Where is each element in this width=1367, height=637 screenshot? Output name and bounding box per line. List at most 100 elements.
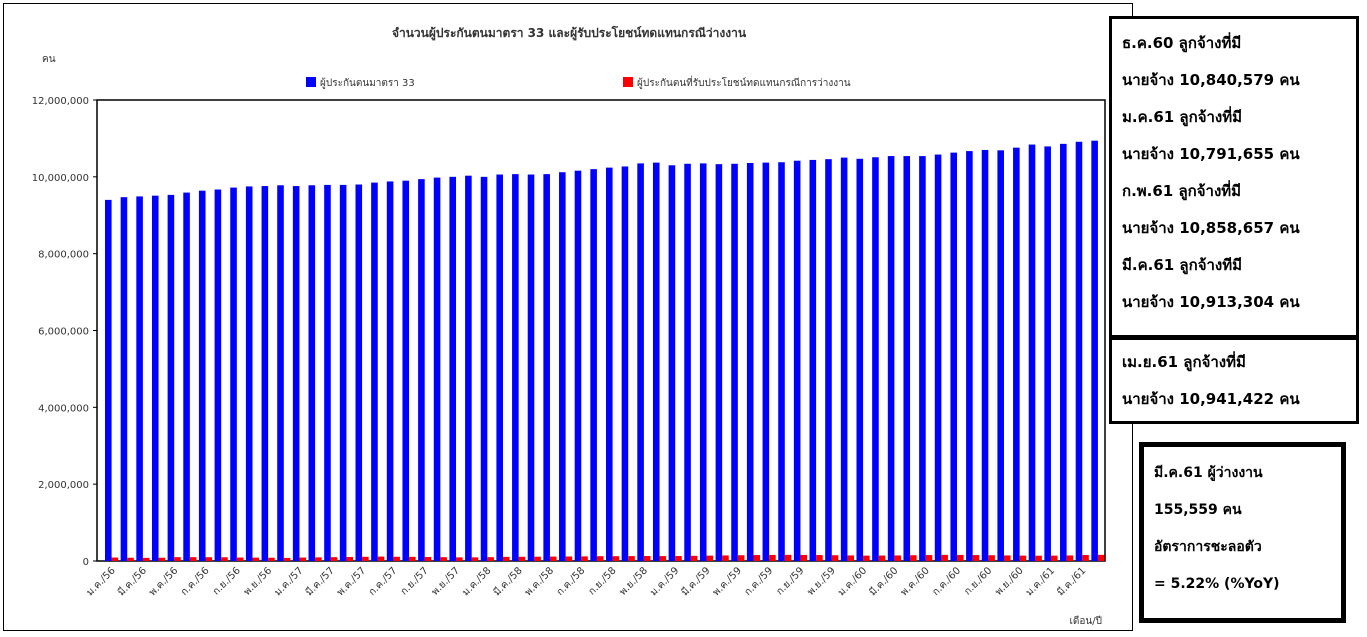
bar-insured (699, 163, 707, 561)
bar-unemployed (1003, 555, 1011, 561)
bar-unemployed (800, 554, 808, 561)
bar-unemployed (643, 556, 651, 561)
bar-unemployed (534, 556, 541, 561)
x-tick-label: มี.ค./60 (867, 565, 901, 599)
x-tick-label: พ.ย./57 (430, 565, 462, 597)
bar-insured (277, 185, 284, 561)
bar-insured (167, 194, 175, 561)
bar-insured (981, 149, 989, 562)
info-line: นายจ้าง 10,840,579 คน (1122, 71, 1300, 89)
bar-insured (825, 159, 832, 561)
bar-unemployed (910, 555, 917, 561)
legend-label-insured: ผู้ประกันตนมาตรา 33 (320, 77, 415, 89)
bar-insured (997, 150, 1004, 561)
bar-insured (183, 192, 190, 561)
x-tick-label: ก.ย./57 (399, 565, 431, 597)
bar-insured (621, 166, 629, 562)
x-tick-label: ก.ย./60 (962, 565, 994, 597)
bar-insured (198, 190, 206, 561)
unemployment-summary-box: มี.ค.61 ผู้ว่างงาน 155,559 คน อัตราการชะ… (1139, 442, 1346, 623)
bar-insured (230, 187, 237, 561)
bar-unemployed (236, 557, 244, 561)
bar-unemployed (409, 556, 416, 561)
bar-insured (966, 151, 973, 561)
bar-insured (480, 176, 488, 562)
x-tick-label: พ.ย./60 (993, 565, 1025, 597)
x-tick-label: ก.ค./59 (743, 565, 776, 598)
bar-unemployed (831, 555, 839, 561)
bar-insured (120, 197, 128, 562)
bar-unemployed (1019, 555, 1027, 561)
bar-unemployed (362, 556, 369, 561)
x-tick-label: ก.ย./58 (587, 565, 619, 597)
bar-insured (512, 174, 519, 561)
x-tick-label: ม.ค./60 (836, 565, 869, 598)
bar-insured (715, 164, 723, 562)
bar-unemployed (518, 556, 526, 561)
bar-unemployed (659, 556, 667, 561)
legend-swatch-unemployed (623, 77, 633, 87)
info-line: ธ.ค.60 ลูกจ้างที่มี (1122, 34, 1242, 52)
bar-insured (371, 182, 378, 562)
bar-insured (652, 162, 660, 561)
summary-line: อัตราการชะลอตัว (1154, 539, 1262, 555)
bar-unemployed (127, 557, 134, 561)
info-line: นายจ้าง 10,858,657 คน (1122, 219, 1300, 237)
bar-insured (527, 174, 535, 562)
bar-insured (449, 176, 457, 562)
x-tick-label: มี.ค./56 (115, 565, 149, 599)
bar-insured (1028, 144, 1036, 562)
bar-unemployed (957, 554, 964, 561)
x-tick-label: พ.ย./58 (618, 565, 650, 597)
bar-insured (903, 156, 911, 562)
bar-unemployed (628, 556, 635, 561)
bar-insured (731, 163, 738, 561)
bar-insured (950, 152, 958, 561)
bar-unemployed (158, 557, 166, 561)
x-axis: ม.ค./56มี.ค./56พ.ค./56ก.ค./56 ก.ย./56พ.ย.… (85, 565, 1089, 599)
bar-unemployed (189, 557, 197, 561)
legend-label-unemployed: ผู้ประกันตนที่รับประโยชน์ทดแทนกรณีการว่า… (637, 75, 851, 89)
bar-unemployed (816, 555, 823, 561)
x-tick-label: พ.ย./59 (805, 565, 837, 597)
bar-insured (136, 196, 143, 561)
x-tick-label: พ.ย./56 (242, 565, 274, 597)
bar-insured (668, 165, 676, 561)
bar-insured (872, 157, 879, 561)
legend-swatch-insured (306, 77, 316, 87)
bar-unemployed (706, 555, 714, 561)
x-tick-label: พ.ค./57 (335, 565, 368, 598)
bar-unemployed (330, 557, 338, 561)
bar-unemployed (456, 557, 463, 561)
bar-unemployed (847, 555, 854, 561)
bar-unemployed (565, 556, 573, 561)
bar-unemployed (894, 555, 901, 561)
bar-unemployed (142, 557, 150, 561)
x-tick-label: มี.ค./61 (1055, 565, 1089, 599)
bar-unemployed (377, 556, 385, 561)
bar-unemployed (268, 557, 275, 561)
x-tick-label: ก.ค./57 (367, 565, 400, 598)
y-tick-label: 0 (83, 557, 89, 568)
bar-unemployed (675, 556, 682, 561)
bar-unemployed (283, 557, 291, 561)
bar-insured (105, 199, 112, 561)
y-tick-label: 10,000,000 (32, 173, 89, 184)
x-tick-label: ก.ย./59 (774, 565, 806, 597)
bar-unemployed (988, 555, 995, 561)
bar-unemployed (784, 554, 792, 561)
bar-unemployed (221, 557, 228, 561)
bar-unemployed (471, 557, 479, 561)
y-tick-label: 4,000,000 (38, 403, 89, 414)
summary-line: มี.ค.61 ผู้ว่างงาน (1154, 465, 1263, 481)
x-tick-label: พ.ค./60 (899, 565, 932, 598)
y-axis-unit-label: คน (42, 54, 56, 65)
bar-insured (245, 186, 253, 561)
summary-line: = 5.22% (%YoY) (1154, 576, 1280, 592)
bar-unemployed (1082, 555, 1089, 561)
employee-count-info-box: ธ.ค.60 ลูกจ้างที่มี นายจ้าง 10,840,579 ค… (1109, 16, 1359, 338)
bar-insured (339, 184, 347, 562)
bar-insured (433, 177, 441, 561)
bar-insured (684, 163, 691, 561)
chart-frame: จำนวนผู้ประกันตนมาตรา 33 และผู้รับประโยช… (3, 3, 1133, 631)
